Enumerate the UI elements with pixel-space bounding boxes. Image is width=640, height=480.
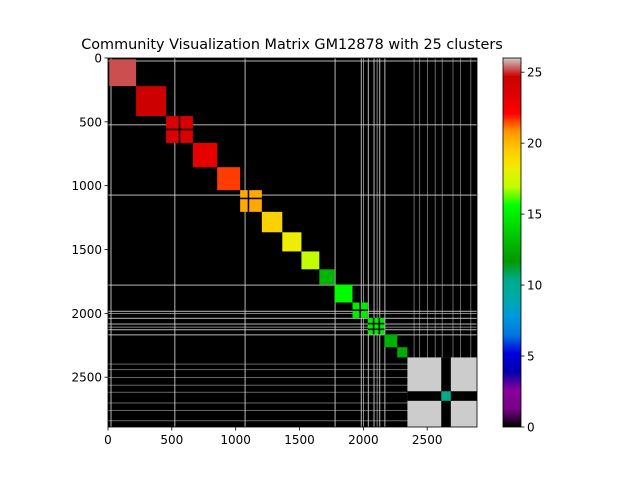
colorbar-tick-label: 10 bbox=[527, 279, 542, 293]
stripe-column bbox=[174, 58, 176, 427]
stripe-column bbox=[470, 58, 472, 427]
colorbar-ticks: 0 5 10 15 20 25 bbox=[521, 66, 542, 435]
colorbar-tick-label: 5 bbox=[527, 350, 535, 364]
cluster-block bbox=[192, 142, 218, 168]
stripe-column bbox=[376, 58, 378, 427]
stripe-row bbox=[108, 326, 477, 328]
stripe-column bbox=[419, 58, 421, 427]
x-tick-label: 2000 bbox=[348, 433, 379, 447]
stripe-column bbox=[460, 58, 461, 427]
stripe-column bbox=[427, 58, 428, 427]
colorbar: 0 5 10 15 20 25 bbox=[502, 57, 542, 435]
stripe-column bbox=[373, 58, 375, 427]
x-tick-label: 1500 bbox=[284, 433, 315, 447]
stripe-row bbox=[108, 329, 477, 331]
stripe-column bbox=[334, 58, 336, 427]
stripe-column bbox=[367, 58, 369, 427]
cluster-block bbox=[136, 86, 167, 117]
cluster-block bbox=[334, 284, 353, 303]
stripe-column bbox=[434, 58, 436, 427]
heatmap-plot bbox=[107, 57, 478, 428]
stripe-row bbox=[108, 194, 477, 196]
cluster-block bbox=[319, 269, 335, 285]
chart-title: Community Visualization Matrix GM12878 w… bbox=[81, 37, 503, 53]
stripe-row bbox=[108, 363, 477, 365]
y-tick-label: 2500 bbox=[71, 371, 102, 385]
stripe-row bbox=[108, 420, 477, 422]
cluster-divider bbox=[367, 328, 385, 331]
stripe-column bbox=[413, 58, 415, 427]
stripe-row bbox=[108, 313, 477, 315]
cluster-block bbox=[397, 347, 408, 358]
colorbar-tick-label: 15 bbox=[527, 208, 542, 222]
cluster-divider bbox=[247, 190, 250, 212]
cluster-block bbox=[441, 391, 451, 401]
stripe-column bbox=[110, 58, 112, 427]
y-tick-label: 0 bbox=[94, 52, 102, 66]
stripe-row bbox=[108, 310, 477, 312]
cluster-block bbox=[217, 167, 241, 191]
matrix-cells bbox=[108, 58, 477, 427]
cluster-divider bbox=[378, 317, 381, 335]
stripe-row bbox=[108, 317, 477, 319]
y-tick-label: 1500 bbox=[71, 243, 102, 257]
y-tick-label: 2000 bbox=[71, 307, 102, 321]
colorbar-tick-label: 0 bbox=[527, 421, 535, 435]
stripe-row bbox=[108, 410, 477, 411]
stripe-row bbox=[108, 60, 477, 62]
cluster-divider bbox=[367, 322, 385, 325]
cluster-block bbox=[109, 59, 137, 87]
y-tick-label: 1000 bbox=[71, 179, 102, 193]
colorbar-tick-label: 25 bbox=[527, 66, 542, 80]
cluster-block bbox=[384, 334, 398, 348]
colorbar-tick-label: 20 bbox=[527, 137, 542, 151]
stripe-row bbox=[108, 369, 477, 371]
stripe-row bbox=[108, 284, 477, 286]
stripe-column bbox=[384, 58, 386, 427]
cluster-block bbox=[367, 317, 385, 335]
stripe-row bbox=[108, 323, 477, 325]
x-tick-label: 500 bbox=[160, 433, 183, 447]
stripe-column bbox=[244, 58, 246, 427]
stripe-column bbox=[452, 58, 454, 427]
plot-frame bbox=[107, 57, 478, 428]
stripe-row bbox=[108, 384, 477, 386]
cluster-block bbox=[240, 190, 262, 212]
x-axis: 0 500 1000 1500 2000 2500 bbox=[104, 427, 442, 447]
y-tick-label: 500 bbox=[79, 115, 102, 129]
cluster-block bbox=[301, 251, 320, 270]
stripe-row bbox=[108, 334, 477, 336]
stripe-column bbox=[363, 58, 365, 427]
stripe-row bbox=[108, 124, 477, 126]
x-tick-label: 0 bbox=[104, 433, 112, 447]
y-axis: 0 500 1000 1500 2000 2500 bbox=[71, 52, 108, 385]
cluster-divider bbox=[352, 309, 368, 311]
stripe-row bbox=[108, 377, 477, 378]
cluster-divider bbox=[372, 317, 375, 335]
cluster-divider bbox=[240, 197, 262, 200]
cluster-block bbox=[261, 211, 283, 233]
stripe-column bbox=[379, 58, 381, 427]
cluster-block bbox=[282, 232, 302, 252]
stripe-column bbox=[441, 58, 443, 427]
x-tick-label: 2500 bbox=[412, 433, 443, 447]
colorbar-gradient bbox=[502, 57, 522, 428]
stripe-row bbox=[108, 391, 477, 393]
stripe-column bbox=[360, 58, 362, 427]
x-tick-label: 1000 bbox=[220, 433, 251, 447]
cluster-divider bbox=[166, 128, 193, 131]
stripe-row bbox=[108, 402, 477, 404]
